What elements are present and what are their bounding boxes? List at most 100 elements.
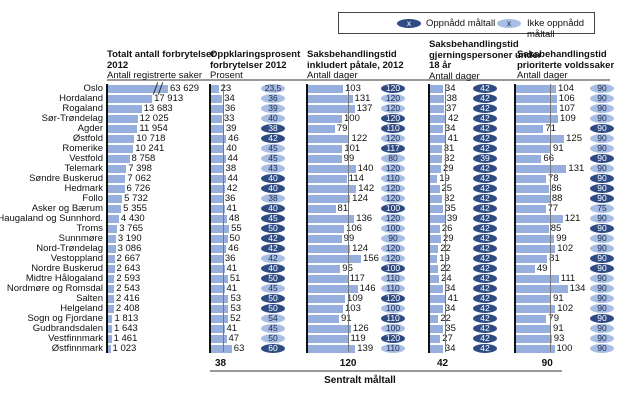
- bar: [516, 315, 547, 323]
- target-not-achieved-marker: 90: [590, 164, 614, 173]
- panel-header: Saksbehandlingstid gjerningspersoner und…: [429, 39, 554, 82]
- panel-header: Oppklaringsprosent forbrytelser 2012 Pros…: [210, 49, 335, 82]
- target-achieved-marker: 40: [261, 184, 285, 193]
- bar: [211, 105, 223, 113]
- bar: [516, 95, 557, 103]
- target-achieved-marker: 90: [590, 184, 614, 193]
- bar-value-label: 137: [356, 103, 373, 114]
- target-achieved-marker: 110: [381, 124, 405, 133]
- category-label: Gudbrandsdalen: [32, 323, 103, 334]
- category-label: Hordaland: [59, 93, 103, 104]
- bar-value-label: 109: [559, 113, 576, 124]
- bar-value-label: 2 643: [116, 263, 141, 274]
- target-achieved-marker: 42: [473, 214, 497, 223]
- bar-value-label: 40: [226, 143, 237, 154]
- bar-value-label: 17 913: [154, 93, 184, 104]
- bar: [308, 155, 342, 163]
- panel-header: Saksbehandlingstid inkludert påtale, 201…: [307, 49, 432, 82]
- bar-value-label: 37: [446, 103, 457, 114]
- target-not-achieved-marker: 75: [590, 204, 614, 213]
- bar: [211, 85, 219, 93]
- bar-value-label: 95: [342, 264, 353, 274]
- bar-value-label: 125: [566, 133, 582, 144]
- bar-value-label: 117: [349, 273, 365, 284]
- bar: [516, 185, 550, 193]
- target-achieved-marker: 42: [473, 174, 497, 183]
- bar-value-label: 101: [344, 143, 361, 154]
- bar-value-label: 39: [225, 123, 237, 134]
- target-not-achieved-marker: 120: [381, 94, 405, 103]
- legend-achieved-label: Oppnådd måltall: [426, 18, 496, 29]
- bar-value-label: 41: [226, 323, 238, 334]
- bar: [430, 305, 443, 313]
- target-not-achieved-marker: 110: [381, 284, 405, 293]
- target-achieved-marker: 90: [590, 124, 614, 133]
- panel-title: Saksbehandlingstid prioriterte voldssake…: [517, 49, 615, 71]
- bar: [516, 305, 556, 313]
- bar: [308, 85, 344, 93]
- bar-value-label: 2 667: [116, 253, 141, 264]
- category-label: Follo: [82, 193, 103, 204]
- bar: [108, 335, 112, 343]
- bar-value-label: 41: [226, 203, 238, 214]
- bar-value-label: 32: [444, 153, 455, 164]
- bar: [308, 325, 351, 333]
- central-target-value: 38: [215, 358, 227, 369]
- target-achieved-marker: 42: [473, 224, 497, 233]
- category-label: Østfold: [72, 133, 103, 144]
- bar-value-label: 93: [553, 333, 565, 344]
- bar-value-label: 27: [442, 333, 453, 344]
- target-not-achieved-marker: 90: [590, 284, 614, 293]
- bar: [430, 325, 444, 333]
- target-achieved-marker: 42: [473, 314, 497, 323]
- bar-value-label: 19: [439, 174, 450, 184]
- central-target-value: 90: [541, 358, 553, 369]
- bar: [108, 255, 115, 263]
- category-label: Telemark: [64, 163, 103, 174]
- bar-value-label: 63: [233, 343, 245, 354]
- bar-value-label: 2 416: [115, 293, 140, 304]
- target-achieved-marker: 90: [590, 154, 614, 163]
- bar-value-label: 34: [444, 83, 456, 94]
- bar: [211, 305, 229, 313]
- bar: [108, 285, 115, 293]
- bar: [308, 115, 342, 123]
- bar-value-label: 46: [228, 243, 239, 254]
- bar: [516, 235, 555, 243]
- bar-value-label: 38: [225, 163, 237, 174]
- bar-value-label: 99: [343, 153, 355, 164]
- bar: [308, 145, 343, 153]
- target-achieved-marker: 42: [261, 244, 285, 253]
- target-not-achieved-marker: 90: [381, 234, 405, 243]
- target-achieved-marker: 120: [381, 114, 405, 123]
- bar: [430, 215, 445, 223]
- bar-value-label: 136: [356, 213, 373, 224]
- target-not-achieved-marker: 50: [261, 334, 285, 343]
- bar-value-label: 124: [352, 193, 369, 204]
- target-achieved-marker: 90: [590, 224, 614, 233]
- bar: [211, 285, 225, 293]
- bar-value-label: 34: [224, 93, 235, 104]
- target-achieved-marker: 42: [473, 114, 497, 123]
- target-not-achieved-marker: 90: [590, 324, 614, 333]
- category-label: Troms: [76, 223, 103, 234]
- target-achieved-marker: 60: [261, 344, 285, 353]
- bar: [430, 175, 438, 183]
- bar: [430, 155, 443, 163]
- panel-header: Saksbehandlingstid prioriterte voldssake…: [517, 49, 620, 82]
- bar: [211, 335, 227, 343]
- bar-value-label: 7 398: [128, 163, 152, 174]
- bar: [211, 195, 223, 203]
- bar-value-label: 142: [358, 183, 375, 194]
- bar-value-label: 3 086: [117, 243, 142, 254]
- category-label: Hedmark: [64, 183, 103, 194]
- bar-value-label: 85: [550, 223, 562, 234]
- bar-value-label: 126: [352, 323, 369, 334]
- bar-value-label: 81: [549, 253, 560, 264]
- target-achieved-marker: 42: [261, 134, 285, 143]
- bar-value-label: 41: [226, 263, 238, 274]
- bar: [108, 185, 125, 193]
- bar: [211, 175, 226, 183]
- bar: [516, 125, 544, 133]
- bar-value-label: 99: [556, 233, 567, 244]
